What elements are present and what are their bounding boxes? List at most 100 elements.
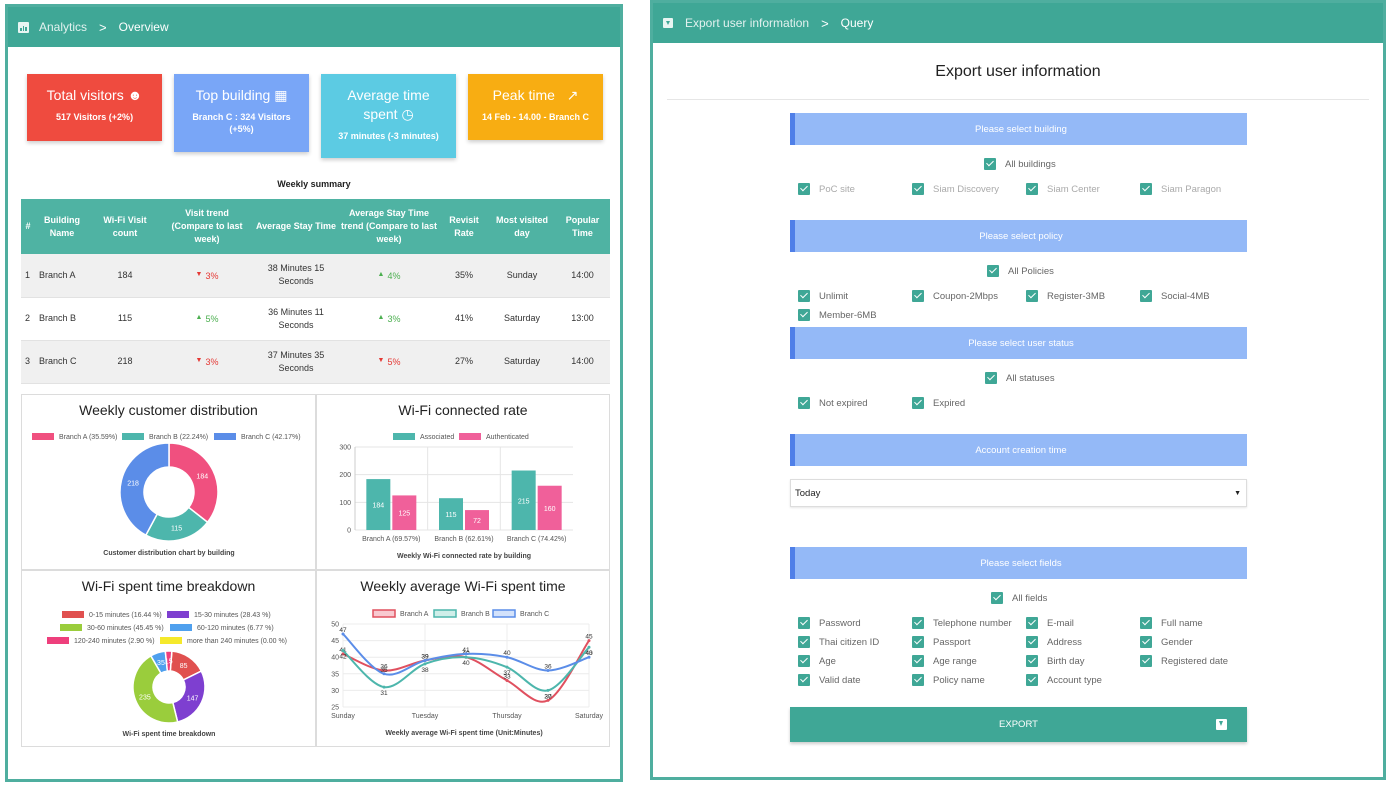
policy-section-header: Please select policy <box>790 220 1247 252</box>
fields-checkbox[interactable]: Passport <box>912 636 971 648</box>
checkbox-checked-icon[interactable] <box>798 674 810 686</box>
checkbox-checked-icon[interactable] <box>1140 617 1152 629</box>
policy-all-checkbox[interactable]: All Policies <box>987 265 1054 277</box>
card-title: Top building <box>195 87 271 103</box>
chart-title: Wi-Fi connected rate <box>398 402 528 418</box>
fields-checkbox[interactable]: Address <box>1026 636 1082 648</box>
checkbox-checked-icon[interactable] <box>984 158 996 170</box>
fields-checkbox[interactable]: Account type <box>1026 674 1102 686</box>
chart-caption: Weekly average Wi-Fi spent time (Unit:Mi… <box>385 730 542 737</box>
card-total-visitors[interactable]: Total visitors ☻ 517 Visitors (+2%) <box>27 74 162 141</box>
point-label: 31 <box>380 690 388 697</box>
checkbox-checked-icon[interactable] <box>991 592 1003 604</box>
slice-label: 235 <box>139 694 151 701</box>
point-label: 39 <box>421 654 429 661</box>
checkbox-checked-icon[interactable] <box>912 397 924 409</box>
fields-all-checkbox[interactable]: All fields <box>991 592 1047 604</box>
checkbox-checked-icon[interactable] <box>1140 290 1152 302</box>
fields-checkbox[interactable]: Gender <box>1140 636 1193 648</box>
checkbox-checked-icon[interactable] <box>1026 290 1038 302</box>
building-checkbox[interactable]: PoC site <box>798 183 855 195</box>
checkbox-checked-icon[interactable] <box>912 290 924 302</box>
checkbox-label: Social-4MB <box>1161 290 1210 302</box>
policy-checkbox[interactable]: Register-3MB <box>1026 290 1105 302</box>
checkbox-checked-icon[interactable] <box>1026 617 1038 629</box>
card-peak-time[interactable]: Peak time ↗ 14 Feb - 14.00 - Branch C <box>468 74 603 140</box>
checkbox-checked-icon[interactable] <box>985 372 997 384</box>
checkbox-checked-icon[interactable] <box>798 290 810 302</box>
col-header: Most visited day <box>489 199 555 254</box>
status-checkbox[interactable]: Expired <box>912 397 965 409</box>
checkbox-checked-icon[interactable] <box>798 309 810 321</box>
policy-checkbox[interactable]: Member-6MB <box>798 309 877 321</box>
col-header: # <box>21 199 35 254</box>
fields-checkbox[interactable]: Password <box>798 617 861 629</box>
legend-swatch <box>459 433 481 440</box>
fields-checkbox[interactable]: E-mail <box>1026 617 1074 629</box>
checkbox-checked-icon[interactable] <box>912 674 924 686</box>
card-top-building[interactable]: Top building ▦ Branch C : 324 Visitors (… <box>174 74 309 152</box>
fields-checkbox[interactable]: Thai citizen ID <box>798 636 879 648</box>
arrow-down-icon: ▼ <box>195 270 203 278</box>
checkbox-checked-icon[interactable] <box>1026 674 1038 686</box>
trend-cell: ▲ 4% <box>339 254 439 298</box>
card-value: 37 minutes (-3 minutes) <box>338 131 439 141</box>
slice-label: 85 <box>180 663 188 670</box>
breadcrumb-export[interactable]: Export user information <box>685 16 810 30</box>
checkbox-checked-icon[interactable] <box>912 655 924 667</box>
fields-checkbox[interactable]: Policy name <box>912 674 985 686</box>
visit-count: 184 <box>89 254 161 298</box>
policy-checkbox[interactable]: Coupon-2Mbps <box>912 290 998 302</box>
checkbox-checked-icon[interactable] <box>912 183 924 195</box>
status-all-checkbox[interactable]: All statuses <box>985 372 1055 384</box>
point-label: 43 <box>585 650 593 657</box>
export-button[interactable]: EXPORT <box>790 707 1247 742</box>
chart-wifi-connected-rate: Wi-Fi connected rate Associated Authentic… <box>316 394 610 570</box>
revisit-rate: 41% <box>439 297 489 341</box>
fields-checkbox[interactable]: Birth day <box>1026 655 1085 667</box>
checkbox-checked-icon[interactable] <box>1026 636 1038 648</box>
chart-weekly-average: Weekly average Wi-Fi spent time Branch A… <box>316 570 610 747</box>
breadcrumb-analytics[interactable]: Analytics <box>39 20 88 34</box>
point-label: 36 <box>544 663 552 670</box>
checkbox-checked-icon[interactable] <box>798 397 810 409</box>
checkbox-checked-icon[interactable] <box>798 636 810 648</box>
popular-time: 14:00 <box>555 254 610 298</box>
point-label: 41 <box>462 647 470 654</box>
checkbox-checked-icon[interactable] <box>798 183 810 195</box>
checkbox-checked-icon[interactable] <box>1140 183 1152 195</box>
x-tick-label: Branch C (74.42%) <box>507 536 567 543</box>
policy-checkbox[interactable]: Unlimit <box>798 290 848 302</box>
point-label: 40 <box>585 650 593 657</box>
building-checkbox[interactable]: Siam Center <box>1026 183 1100 195</box>
checkbox-checked-icon[interactable] <box>798 617 810 629</box>
building-all-checkbox[interactable]: All buildings <box>984 158 1056 170</box>
checkbox-checked-icon[interactable] <box>1140 636 1152 648</box>
building-checkbox[interactable]: Siam Paragon <box>1140 183 1221 195</box>
chart-caption: Weekly Wi-Fi connected rate by building <box>397 553 531 560</box>
checkbox-checked-icon[interactable] <box>1140 655 1152 667</box>
bar <box>465 510 489 530</box>
fields-checkbox[interactable]: Age <box>798 655 836 667</box>
card-average-time[interactable]: Average time spent ◷ 37 minutes (-3 minu… <box>321 74 456 158</box>
checkbox-checked-icon[interactable] <box>987 265 999 277</box>
title-divider <box>667 99 1369 100</box>
fields-checkbox[interactable]: Age range <box>912 655 977 667</box>
clock-icon: ◷ <box>401 106 414 122</box>
fields-checkbox[interactable]: Full name <box>1140 617 1203 629</box>
fields-checkbox[interactable]: Registered date <box>1140 655 1228 667</box>
slice-label: 184 <box>196 473 208 480</box>
trend-cell: ▼ 3% <box>161 340 253 384</box>
creation-time-select[interactable]: Today ▼ <box>790 479 1247 507</box>
fields-checkbox[interactable]: Valid date <box>798 674 861 686</box>
checkbox-checked-icon[interactable] <box>1026 183 1038 195</box>
checkbox-checked-icon[interactable] <box>912 636 924 648</box>
checkbox-checked-icon[interactable] <box>912 617 924 629</box>
checkbox-checked-icon[interactable] <box>798 655 810 667</box>
policy-checkbox[interactable]: Social-4MB <box>1140 290 1210 302</box>
fields-checkbox[interactable]: Telephone number <box>912 617 1012 629</box>
building-checkbox[interactable]: Siam Discovery <box>912 183 999 195</box>
building-section-header: Please select building <box>790 113 1247 145</box>
checkbox-checked-icon[interactable] <box>1026 655 1038 667</box>
status-checkbox[interactable]: Not expired <box>798 397 868 409</box>
